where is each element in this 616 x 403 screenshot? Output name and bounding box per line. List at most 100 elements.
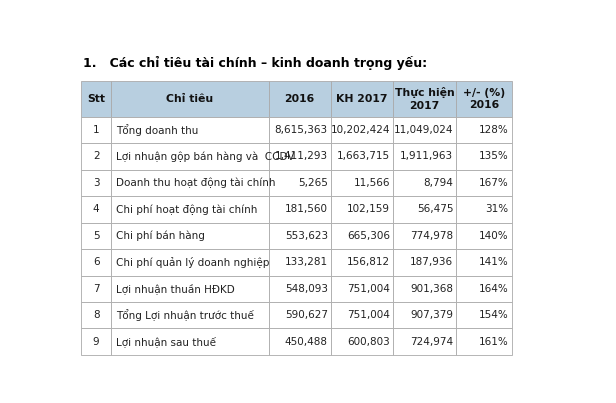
- Bar: [269, 117, 331, 143]
- Bar: [111, 143, 269, 170]
- Text: 7: 7: [93, 284, 99, 294]
- Text: 553,623: 553,623: [285, 231, 328, 241]
- Bar: [456, 117, 512, 143]
- Bar: [81, 302, 111, 328]
- Bar: [269, 143, 331, 170]
- Bar: [111, 276, 269, 302]
- Bar: [331, 196, 393, 222]
- Text: Thực hiện
2017: Thực hiện 2017: [395, 87, 455, 110]
- Bar: [393, 170, 456, 196]
- Bar: [331, 249, 393, 276]
- Bar: [456, 276, 512, 302]
- Bar: [81, 196, 111, 222]
- Bar: [81, 117, 111, 143]
- Text: 135%: 135%: [479, 152, 509, 161]
- Text: 901,368: 901,368: [410, 284, 453, 294]
- Text: 128%: 128%: [479, 125, 509, 135]
- Text: Tổng Lợi nhuận trước thuế: Tổng Lợi nhuận trước thuế: [116, 309, 254, 321]
- Bar: [111, 249, 269, 276]
- Text: Lợi nhuận thuần HĐKD: Lợi nhuận thuần HĐKD: [116, 283, 235, 294]
- Text: Chi phí bán hàng: Chi phí bán hàng: [116, 231, 205, 241]
- Text: 751,004: 751,004: [347, 284, 390, 294]
- Bar: [393, 302, 456, 328]
- Bar: [456, 328, 512, 355]
- Bar: [81, 222, 111, 249]
- Bar: [456, 81, 512, 117]
- Bar: [269, 302, 331, 328]
- Text: 724,974: 724,974: [410, 337, 453, 347]
- Bar: [111, 302, 269, 328]
- Text: 665,306: 665,306: [347, 231, 390, 241]
- Bar: [393, 143, 456, 170]
- Bar: [269, 328, 331, 355]
- Text: 164%: 164%: [479, 284, 509, 294]
- Text: 907,379: 907,379: [410, 310, 453, 320]
- Text: 1.   Các chỉ tiêu tài chính – kinh doanh trọng yếu:: 1. Các chỉ tiêu tài chính – kinh doanh t…: [83, 56, 428, 70]
- Text: 1,663,715: 1,663,715: [337, 152, 390, 161]
- Bar: [331, 81, 393, 117]
- Text: 600,803: 600,803: [347, 337, 390, 347]
- Bar: [81, 276, 111, 302]
- Text: 133,281: 133,281: [285, 257, 328, 267]
- Text: 154%: 154%: [479, 310, 509, 320]
- Text: 450,488: 450,488: [285, 337, 328, 347]
- Text: 774,978: 774,978: [410, 231, 453, 241]
- Text: Stt: Stt: [87, 94, 105, 104]
- Bar: [456, 170, 512, 196]
- Text: 9: 9: [93, 337, 99, 347]
- Text: 10,202,424: 10,202,424: [330, 125, 390, 135]
- Text: Chỉ tiêu: Chỉ tiêu: [166, 94, 214, 104]
- Bar: [331, 222, 393, 249]
- Bar: [111, 81, 269, 117]
- Text: 5,265: 5,265: [298, 178, 328, 188]
- Bar: [456, 143, 512, 170]
- Text: 548,093: 548,093: [285, 284, 328, 294]
- Text: Lợi nhuận gộp bán hàng và  CCDV: Lợi nhuận gộp bán hàng và CCDV: [116, 151, 294, 162]
- Text: 140%: 140%: [479, 231, 509, 241]
- Bar: [456, 249, 512, 276]
- Bar: [81, 143, 111, 170]
- Text: Tổng doanh thu: Tổng doanh thu: [116, 124, 198, 136]
- Bar: [393, 249, 456, 276]
- Bar: [456, 302, 512, 328]
- Bar: [393, 196, 456, 222]
- Bar: [331, 170, 393, 196]
- Bar: [81, 170, 111, 196]
- Text: Doanh thu hoạt động tài chính: Doanh thu hoạt động tài chính: [116, 178, 275, 188]
- Text: 8: 8: [93, 310, 99, 320]
- Bar: [393, 222, 456, 249]
- Bar: [269, 81, 331, 117]
- Text: Chi phí hoạt động tài chính: Chi phí hoạt động tài chính: [116, 204, 257, 214]
- Text: 11,566: 11,566: [354, 178, 390, 188]
- Text: 1: 1: [93, 125, 99, 135]
- Text: 2016: 2016: [285, 94, 315, 104]
- Text: 8,794: 8,794: [423, 178, 453, 188]
- Text: KH 2017: KH 2017: [336, 94, 387, 104]
- Bar: [331, 117, 393, 143]
- Bar: [111, 196, 269, 222]
- Text: 2: 2: [93, 152, 99, 161]
- Bar: [111, 117, 269, 143]
- Text: 6: 6: [93, 257, 99, 267]
- Bar: [269, 196, 331, 222]
- Bar: [331, 276, 393, 302]
- Text: 1,411,293: 1,411,293: [275, 152, 328, 161]
- Text: 181,560: 181,560: [285, 204, 328, 214]
- Bar: [331, 143, 393, 170]
- Bar: [456, 196, 512, 222]
- Bar: [269, 170, 331, 196]
- Bar: [111, 222, 269, 249]
- Bar: [331, 328, 393, 355]
- Bar: [81, 328, 111, 355]
- Text: 31%: 31%: [485, 204, 509, 214]
- Text: 161%: 161%: [479, 337, 509, 347]
- Bar: [81, 249, 111, 276]
- Text: 102,159: 102,159: [347, 204, 390, 214]
- Text: 156,812: 156,812: [347, 257, 390, 267]
- Bar: [111, 170, 269, 196]
- Text: 11,049,024: 11,049,024: [394, 125, 453, 135]
- Bar: [393, 328, 456, 355]
- Text: 5: 5: [93, 231, 99, 241]
- Bar: [456, 222, 512, 249]
- Text: 167%: 167%: [479, 178, 509, 188]
